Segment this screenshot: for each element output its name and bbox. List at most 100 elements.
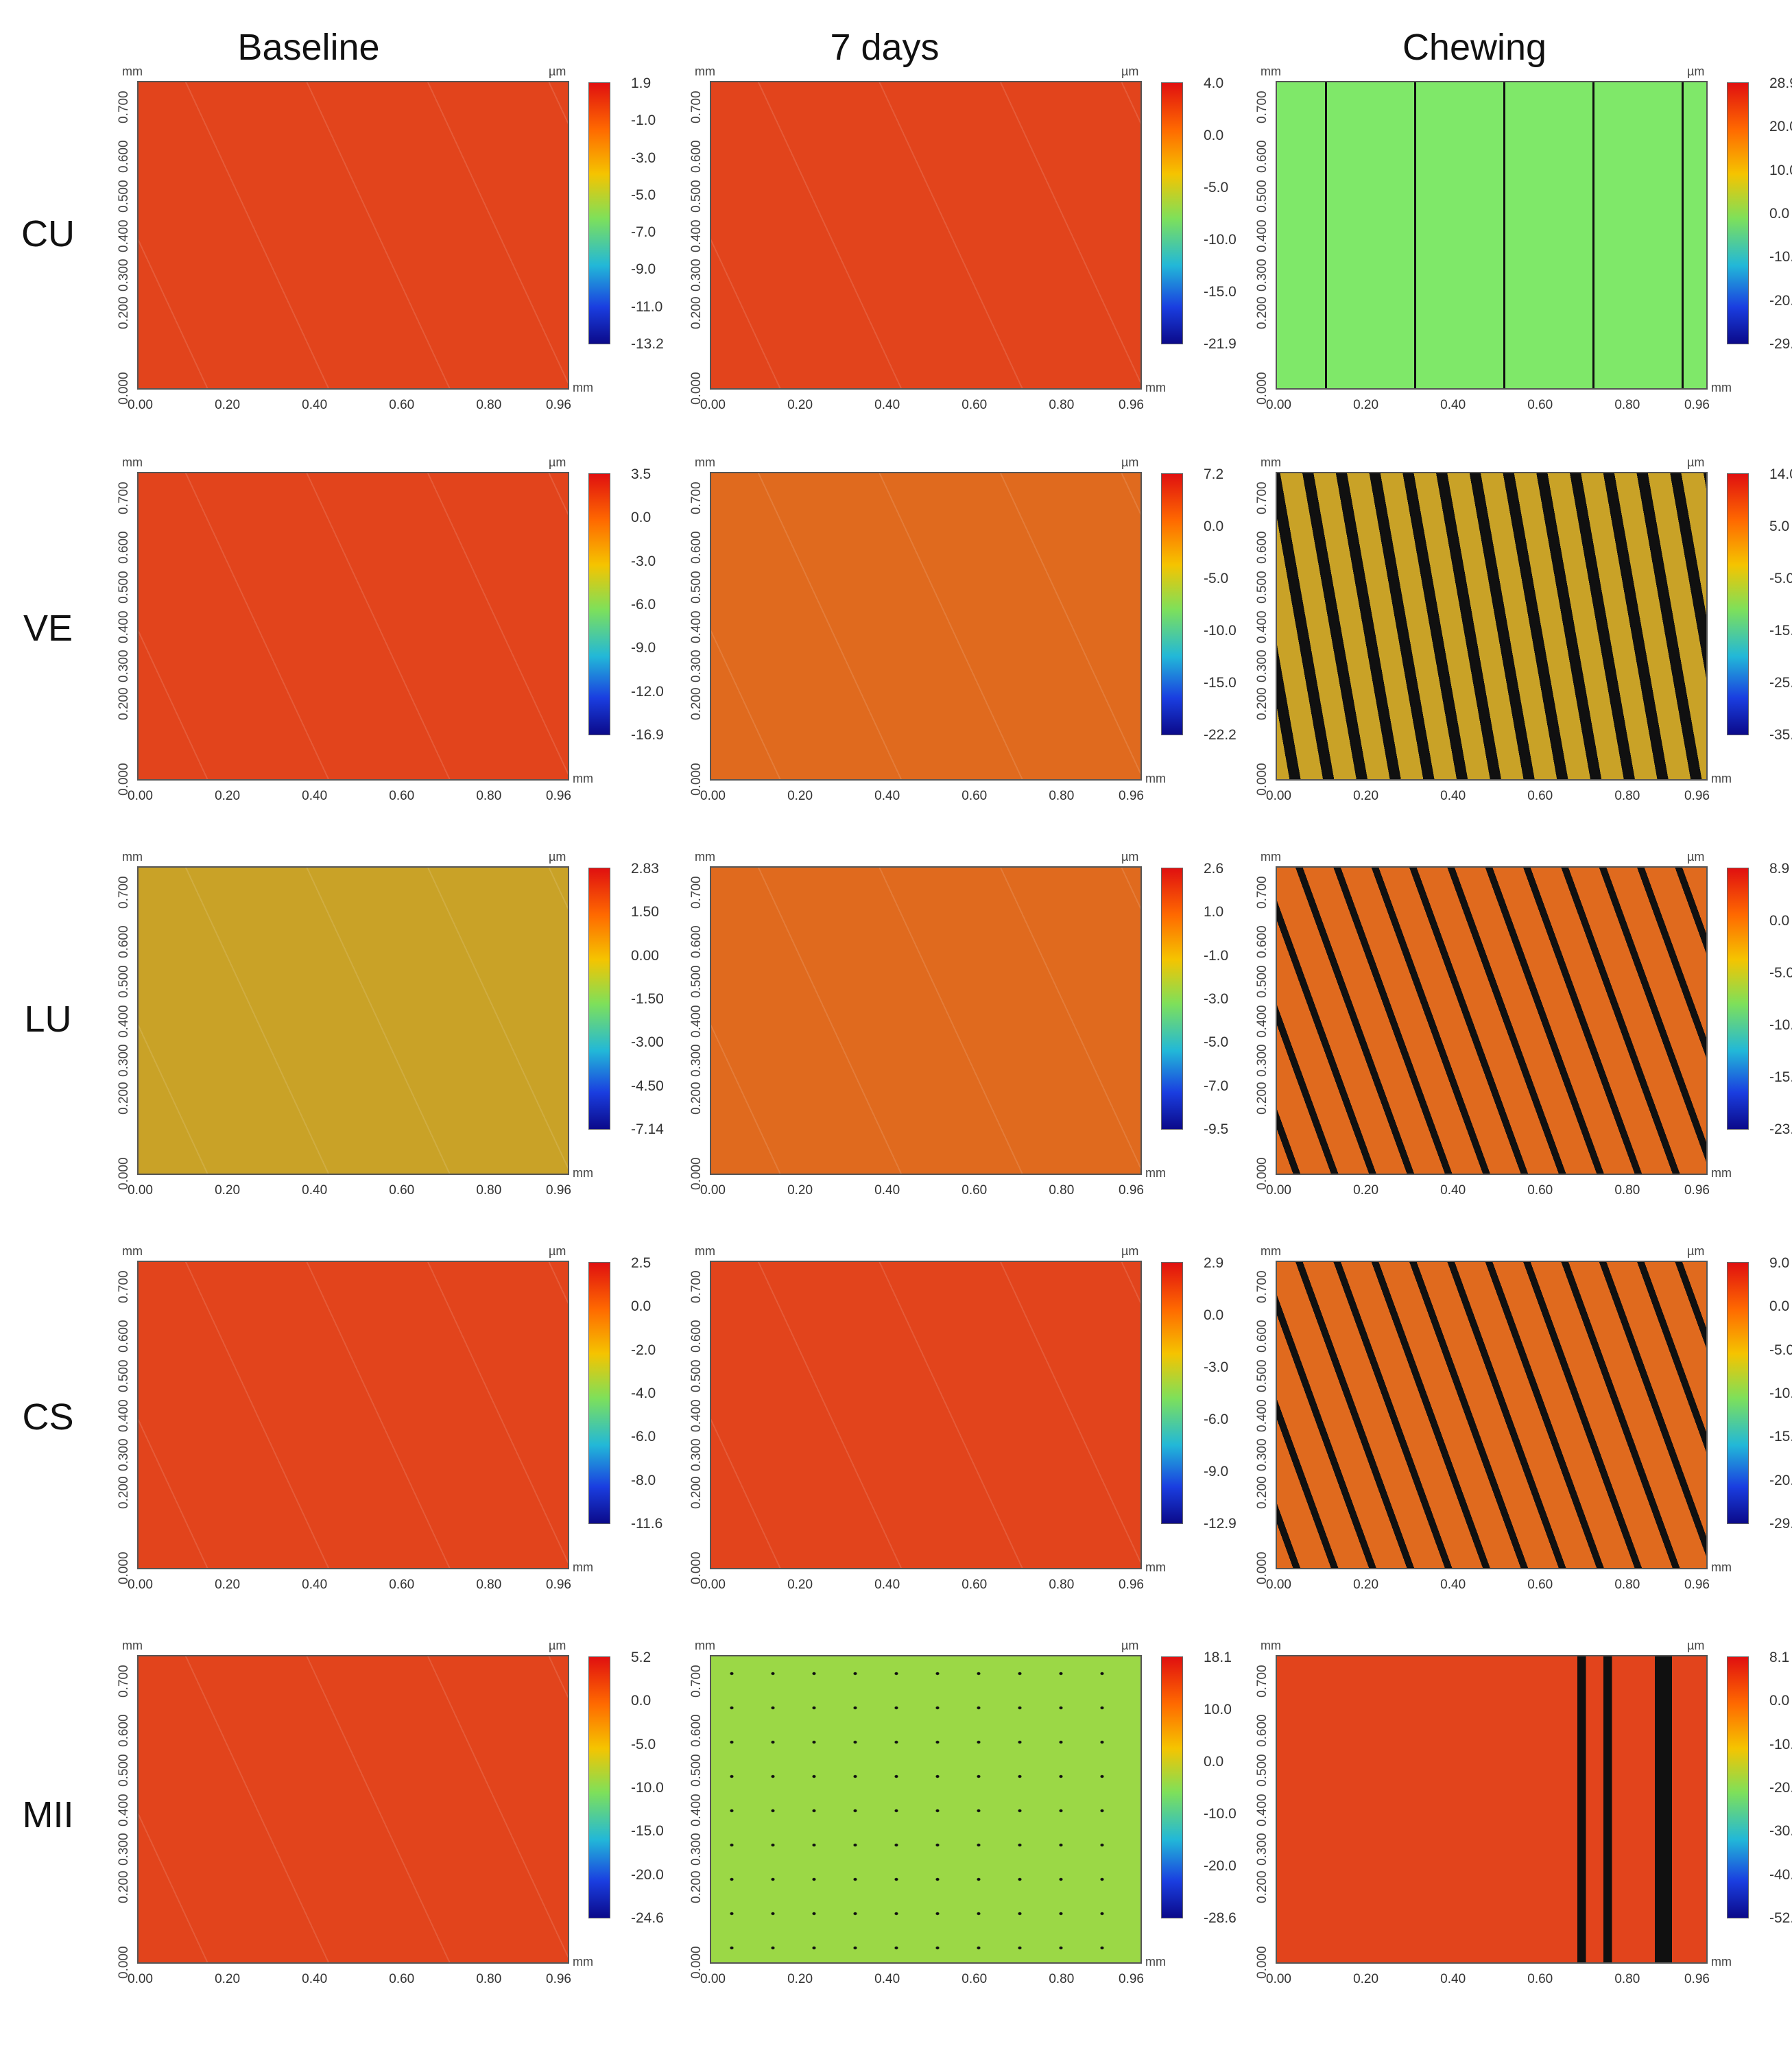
surface-panel-cs-7-days: mm µm mm 0.000 0.200 0.300 0.400 0.500 0.600 0.70…: [655, 1244, 1237, 1619]
color-scale-label: -7.14: [631, 1121, 664, 1137]
surface-panel-cu-baseline: mm µm mm 0.000 0.200 0.300 0.400 0.500 0.600 0.70…: [82, 64, 664, 439]
color-scale-label: -10.0: [1769, 1017, 1792, 1033]
color-scale-label: -3.0: [631, 150, 656, 166]
color-scale-label: -15.0: [1769, 1069, 1792, 1085]
y-unit-label: mm: [695, 64, 715, 78]
y-tick-label: 0.200: [1255, 1870, 1269, 1903]
color-scale-label: -15.0: [631, 1823, 664, 1840]
y-tick-label: 0.200: [117, 687, 131, 720]
y-tick-label: 0.300: [1255, 1833, 1269, 1866]
x-tick-label: 0.00: [1266, 789, 1291, 803]
colorbar-unit-label: µm: [1121, 1244, 1139, 1258]
surface-texture: [1277, 82, 1706, 388]
y-tick-label: 0.300: [1255, 650, 1269, 682]
x-tick-label: 0.00: [128, 1578, 153, 1592]
x-tick-label: 0.96: [1119, 1972, 1144, 1986]
color-scale-label: -24.6: [631, 1910, 664, 1926]
x-tick-label: 0.60: [389, 1183, 415, 1198]
y-tick-label: 0.700: [1255, 1665, 1269, 1698]
color-scale-label: -5.0: [1769, 965, 1792, 981]
surface-texture: [711, 868, 1140, 1174]
y-tick-label: 0.600: [1255, 531, 1269, 564]
color-scale-label: -9.0: [1204, 1464, 1229, 1479]
y-tick-label: 0.300: [117, 1833, 131, 1866]
color-scale-label: 7.2: [1204, 466, 1224, 482]
y-tick-label: 0.200: [689, 296, 704, 329]
y-tick-label: 0.400: [117, 610, 131, 643]
color-scale-label: -20.0: [631, 1866, 664, 1883]
color-scale-label: 20.0: [1769, 119, 1792, 135]
color-scale-label: -10.0: [1769, 1385, 1792, 1401]
surface-map: [137, 866, 569, 1175]
y-tick-label: 0.700: [689, 1665, 704, 1698]
color-scale-label: -30.0: [1769, 1823, 1792, 1840]
x-tick-label: 0.00: [700, 789, 726, 803]
color-scale-label: -22.2: [1204, 727, 1237, 743]
x-tick-label: 0.20: [787, 1578, 813, 1592]
surface-texture: [711, 1262, 1140, 1568]
surface-panel-ve-baseline: mm µm mm 0.000 0.200 0.300 0.400 0.500 0.600 0.70…: [82, 455, 664, 830]
x-tick-label: 0.40: [874, 1578, 900, 1592]
x-tick-label: 0.80: [1049, 1972, 1075, 1986]
y-tick-label: 0.300: [689, 650, 704, 682]
color-scale-label: 2.6: [1204, 861, 1224, 877]
y-tick-label: 0.200: [1255, 1476, 1269, 1509]
y-tick-label: 0.200: [117, 1082, 131, 1115]
color-scale-bar: [588, 473, 610, 735]
x-tick-label: 0.60: [961, 1183, 988, 1198]
color-scale-label: -11.6: [631, 1516, 663, 1532]
color-scale-label: -10.0: [1769, 1736, 1792, 1752]
x-tick-label: 0.60: [389, 398, 415, 412]
surface-texture: [711, 473, 1140, 779]
x-tick-label: 0.00: [1266, 398, 1291, 412]
x-tick-label: 0.00: [1266, 1578, 1291, 1592]
y-tick-label: 0.400: [117, 1794, 131, 1827]
x-tick-label: 0.00: [128, 398, 153, 412]
y-tick-label: 0.500: [689, 571, 704, 604]
y-tick-label: 0.200: [1255, 687, 1269, 720]
x-tick-label: 0.00: [700, 398, 726, 412]
y-tick-label: 0.500: [117, 965, 131, 998]
surface-map: [137, 81, 569, 390]
color-scale-label: -10.0: [631, 1780, 664, 1796]
x-tick-label: 0.96: [546, 1972, 571, 1986]
x-unit-label: mm: [1145, 1955, 1166, 1968]
color-scale-bar: [1161, 868, 1183, 1130]
y-tick-label: 0.300: [1255, 1438, 1269, 1471]
color-scale-label: -23.7: [1769, 1121, 1792, 1137]
x-tick-label: 0.60: [961, 398, 988, 412]
color-scale-label: 2.9: [1204, 1255, 1224, 1271]
y-tick-label: 0.500: [117, 1359, 131, 1392]
x-tick-label: 0.20: [215, 789, 241, 803]
y-unit-label: mm: [695, 850, 715, 864]
y-tick-label: 0.600: [1255, 140, 1269, 173]
surface-map: [710, 866, 1142, 1175]
y-tick-label: 0.200: [689, 1870, 704, 1903]
y-tick-label: 0.400: [1255, 610, 1269, 643]
y-tick-label: 0.600: [689, 531, 704, 564]
column-header-baseline: Baseline: [237, 27, 380, 68]
y-tick-label: 0.400: [1255, 1399, 1269, 1432]
color-scale-label: -8.0: [631, 1472, 656, 1488]
y-tick-label: 0.200: [1255, 296, 1269, 329]
color-scale-label: 2.83: [631, 861, 659, 877]
colorbar-unit-label: µm: [549, 1639, 566, 1652]
x-tick-label: 0.40: [1440, 1972, 1466, 1986]
y-tick-label: 0.400: [117, 1399, 131, 1432]
surface-map: [710, 1261, 1142, 1569]
y-tick-label: 0.600: [117, 925, 131, 958]
y-tick-label: 0.300: [689, 1833, 704, 1866]
surface-panel-lu-baseline: mm µm mm 0.000 0.200 0.300 0.400 0.500 0.600 0.70…: [82, 850, 664, 1224]
y-tick-label: 0.200: [117, 1476, 131, 1509]
y-tick-label: 0.700: [1255, 91, 1269, 123]
y-tick-label: 0.300: [117, 650, 131, 682]
color-scale-label: -6.0: [631, 1429, 656, 1445]
x-tick-label: 0.80: [1614, 789, 1640, 803]
color-scale-bar: [588, 82, 610, 344]
color-scale-bar: [588, 1656, 610, 1918]
x-unit-label: mm: [1145, 1560, 1166, 1574]
y-tick-label: 0.500: [1255, 1359, 1269, 1392]
y-unit-label: mm: [1261, 64, 1281, 78]
y-tick-label: 0.600: [1255, 1320, 1269, 1353]
x-tick-label: 0.96: [1119, 398, 1144, 412]
